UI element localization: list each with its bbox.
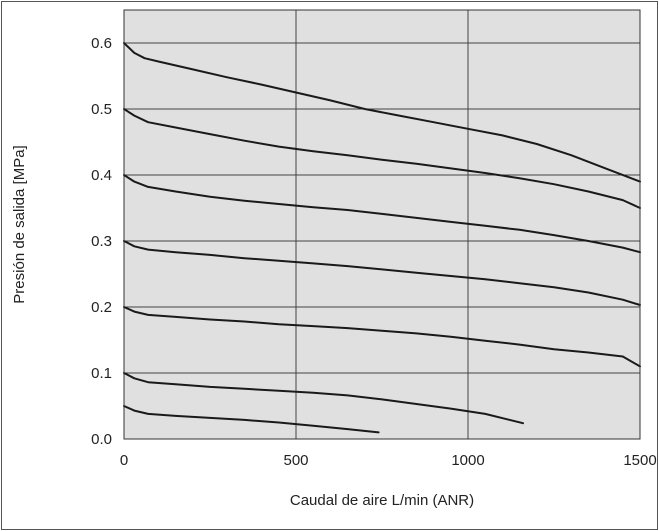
y-tick-label: 0.5 [91,101,112,118]
x-tick-label: 500 [283,452,308,469]
series-line-6 [123,372,524,425]
plot-border [123,9,641,440]
series-line-1 [123,42,641,183]
y-tick-label: 0.3 [91,233,112,250]
y-tick-labels: 0.0 0.1 0.2 0.3 0.4 0.5 0.6 [91,35,112,448]
y-tick-label: 0.4 [91,167,112,184]
series-line-4 [123,240,641,306]
series-group [123,42,641,434]
x-tick-label: 1000 [451,452,484,469]
x-tick-label: 1500 [623,452,656,469]
x-axis-label: Caudal de aire L/min (ANR) [290,492,474,509]
x-tick-labels: 0 500 1000 1500 [120,452,657,469]
plot-area [124,10,640,439]
y-axis-label: Presión de salida [MPa] [11,145,28,303]
series-line-3 [123,174,641,254]
y-tick-label: 0.0 [91,431,112,448]
series-line-7 [123,405,380,434]
x-tick-label: 0 [120,452,128,469]
y-tick-label: 0.6 [91,35,112,52]
y-tick-label: 0.1 [91,365,112,382]
series-line-5 [123,306,641,368]
series-line-2 [123,108,641,209]
y-tick-label: 0.2 [91,299,112,316]
